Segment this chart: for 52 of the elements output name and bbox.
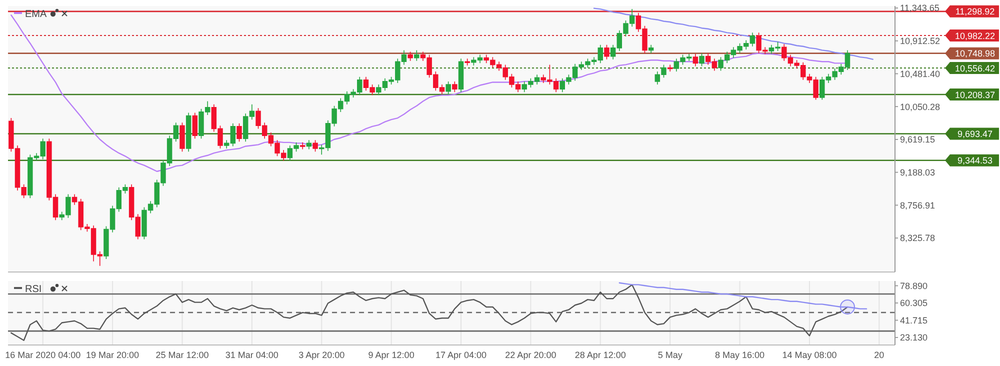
- x-tick-label: 19 Mar 20:00: [86, 350, 140, 360]
- candlestick: [306, 140, 312, 150]
- x-tick-label: 9 Apr 12:00: [368, 350, 414, 360]
- x-tick-label: 28 Apr 12:00: [574, 350, 626, 360]
- candlestick: [300, 142, 306, 150]
- candlestick: [236, 122, 242, 142]
- candlestick: [180, 122, 185, 152]
- ref-line-label: 9,344.53: [957, 156, 993, 166]
- ref-line-label: 10,982.22: [954, 30, 996, 41]
- y-tick-label: 8,325.78: [900, 233, 936, 244]
- y-tick-label: 9,188.03: [900, 168, 936, 178]
- candlestick: [192, 112, 198, 140]
- candlestick: [408, 51, 413, 62]
- y-tick-label: 23.130: [900, 332, 928, 343]
- candlestick: [446, 81, 451, 95]
- candlestick: [648, 44, 654, 54]
- x-tick-label: 17 Apr 04:00: [435, 350, 487, 360]
- candlestick: [699, 52, 704, 67]
- y-tick-label: 10,912.52: [900, 36, 940, 46]
- ref-line-label: 10,748.98: [954, 48, 996, 59]
- y-tick-label: 78.890: [900, 280, 928, 291]
- x-tick-label: 14 May 08:00: [782, 350, 837, 360]
- legend-label: RSI: [25, 284, 42, 295]
- x-tick-label: 5 May: [658, 350, 683, 360]
- candlestick: [312, 140, 318, 152]
- candlestick: [464, 58, 470, 66]
- ref-line-label: 11,298.92: [955, 6, 995, 17]
- candlestick: [692, 54, 698, 67]
- x-tick-label: 25 Mar 12:00: [156, 350, 209, 360]
- y-tick-label: 60.305: [900, 298, 928, 308]
- ref-line-label: 9,693.47: [957, 129, 993, 140]
- x-tick-label: 16 Mar 2020 04:00: [5, 350, 81, 360]
- candlestick: [604, 44, 610, 60]
- x-tick-label: 31 Mar 04:00: [225, 350, 278, 360]
- ref-line-label: 10,208.37: [954, 90, 996, 100]
- candlestick: [414, 50, 420, 62]
- candlestick: [186, 112, 192, 152]
- candlestick: [667, 64, 673, 72]
- x-tick-label: 3 Apr 20:00: [298, 350, 345, 360]
- candlestick: [452, 81, 458, 93]
- x-tick-label: 22 Apr 20:00: [505, 350, 556, 360]
- x-tick-label: 8 May 16:00: [715, 350, 765, 360]
- y-tick-label: 10,481.40: [900, 68, 940, 79]
- x-tick-label: 20: [874, 350, 884, 360]
- line-series: [593, 8, 874, 60]
- y-tick-label: 9,619.15: [900, 134, 936, 145]
- y-tick-label: 41.715: [900, 315, 928, 326]
- legend-label: EMA: [25, 9, 47, 20]
- y-tick-label: 10,050.28: [900, 102, 940, 112]
- ref-line-label: 10,556.42: [954, 63, 996, 74]
- y-tick-label: 8,756.91: [900, 200, 936, 210]
- candlestick: [458, 58, 464, 93]
